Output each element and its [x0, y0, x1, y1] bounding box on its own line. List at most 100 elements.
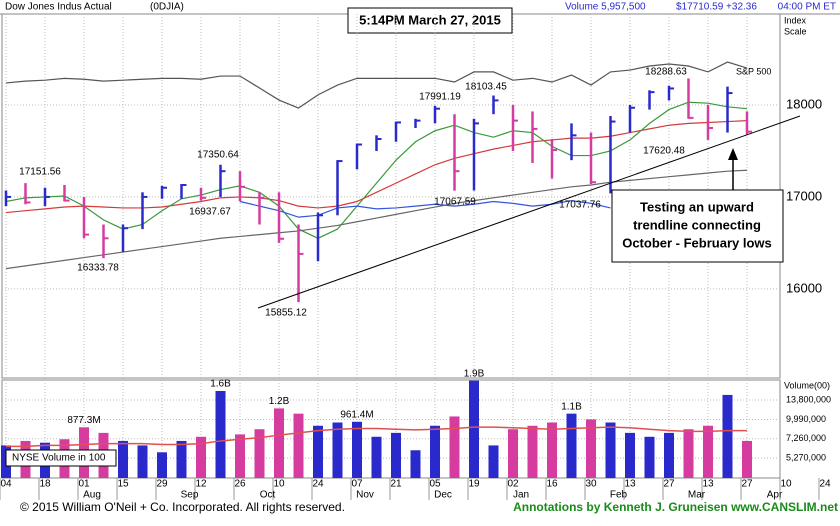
month-label: Mar [688, 490, 706, 501]
volume-label: 1.2B [269, 396, 290, 407]
line-series [5, 101, 748, 239]
scale-label: Scale [784, 26, 807, 36]
volume-label: 1.9B [464, 368, 485, 379]
y-tick-label: 9,990,000 [786, 414, 826, 424]
volume-bar [215, 391, 226, 478]
price-annotation: 17151.56 [19, 167, 61, 178]
scale-label: Index [784, 15, 807, 25]
x-tick-label: 01 [78, 479, 90, 490]
x-tick-label: 10 [273, 479, 285, 490]
volume-bar [508, 429, 518, 478]
price-annotation: 17350.64 [197, 150, 239, 161]
price-annotation: 17991.19 [419, 92, 461, 103]
line-series [5, 169, 748, 270]
quote: $17710.59 +32.36 [676, 2, 757, 13]
callout-text: October - February lows [622, 235, 772, 250]
volume-bar [566, 413, 577, 478]
price-annotation: 17067.59 [434, 197, 476, 208]
legend-text: NYSE Volume in 100 [12, 453, 106, 464]
y-tick-label: 5,270,000 [786, 452, 826, 462]
x-tick-label: 24 [312, 479, 324, 490]
x-tick-label: 16 [546, 479, 558, 490]
y-tick-label: 13,800,000 [786, 394, 831, 404]
volume-bar [586, 419, 596, 478]
volume-bar [235, 434, 245, 478]
volume-bar [625, 432, 635, 478]
volume-bar [664, 432, 674, 478]
x-tick-label: 27 [663, 479, 675, 490]
volume-axis-label: Volume(00) [784, 380, 830, 390]
volume-bar [430, 425, 440, 478]
volume-label: 1.1B [561, 401, 582, 412]
y-tick-label: 16000 [786, 280, 822, 295]
volume-bar [352, 421, 362, 478]
x-tick-label: 29 [156, 479, 168, 490]
volume-bar [176, 440, 187, 478]
volume-bar [742, 440, 752, 478]
x-tick-label: 26 [234, 479, 246, 490]
volume-bar [605, 422, 616, 478]
month-label: Nov [356, 490, 374, 501]
volume-bar [391, 432, 401, 478]
volume-bar [547, 422, 557, 478]
x-tick-label: 12 [195, 479, 207, 490]
price-annotation: 15855.12 [265, 308, 307, 319]
volume-bar [469, 380, 479, 478]
volume-bar [254, 429, 265, 478]
month-label: Aug [83, 490, 101, 501]
volume-label: 1.6B [210, 379, 231, 390]
legend-label: S&P 500 [736, 66, 771, 76]
y-tick-label: 17000 [786, 188, 822, 203]
copyright: © 2015 William O'Neil + Co. Incorporated… [20, 500, 345, 514]
price-annotation: 17620.48 [643, 146, 685, 157]
month-label: Oct [260, 490, 276, 501]
price-annotation: 18288.63 [645, 67, 687, 78]
volume-label: 961.4M [340, 409, 373, 420]
volume-bar [137, 445, 148, 478]
x-tick-label: 13 [702, 479, 714, 490]
timestamp-box [347, 7, 513, 34]
x-tick-label: 27 [741, 479, 753, 490]
symbol: (0DJIA) [150, 2, 184, 13]
y-tick-label: 7,260,000 [786, 433, 826, 443]
volume-text: Volume 5,957,500 [565, 2, 646, 13]
x-tick-label: 04 [0, 479, 12, 490]
arrow-head [728, 148, 738, 160]
volume-bar [683, 429, 694, 478]
volume-bar [703, 425, 713, 478]
volume-bar [118, 440, 128, 478]
volume-bar [293, 413, 304, 478]
volume-bar [410, 450, 421, 478]
quote-time: 04:00 PM ET [778, 2, 836, 13]
volume-bar [488, 445, 499, 478]
month-label: Feb [610, 490, 628, 501]
credit: Annotations by Kenneth J. Gruneisen www.… [513, 500, 838, 514]
volume-average [6, 426, 747, 448]
month-label: Sep [181, 490, 199, 501]
x-tick-label: 02 [507, 479, 519, 490]
x-tick-label: 05 [429, 479, 441, 490]
price-annotation: 17037.76 [559, 200, 601, 211]
callout-box [611, 189, 784, 263]
trendline [257, 115, 801, 309]
line-series [5, 120, 748, 214]
month-label: Jan [513, 490, 529, 501]
volume-bar [196, 436, 206, 478]
callout-text: Testing an upward [640, 199, 754, 214]
volume-bar [274, 408, 284, 478]
x-tick-label: 07 [351, 479, 363, 490]
legend-box [5, 449, 117, 467]
x-tick-label: 18 [39, 479, 51, 490]
volume-bar [722, 394, 733, 478]
x-tick-label: 19 [468, 479, 480, 490]
volume-label: 877.3M [67, 415, 100, 426]
timestamp: 5:14PM March 27, 2015 [359, 12, 501, 27]
price-annotation: 18103.45 [465, 82, 507, 93]
volume-bar [527, 425, 538, 478]
chart-title: Dow Jones Indus Actual [5, 2, 112, 13]
volume-bar [449, 416, 460, 478]
x-tick-label: 10 [780, 479, 792, 490]
line-series [5, 61, 748, 109]
price-annotation: 16333.78 [77, 263, 119, 274]
x-tick-label: 30 [585, 479, 597, 490]
